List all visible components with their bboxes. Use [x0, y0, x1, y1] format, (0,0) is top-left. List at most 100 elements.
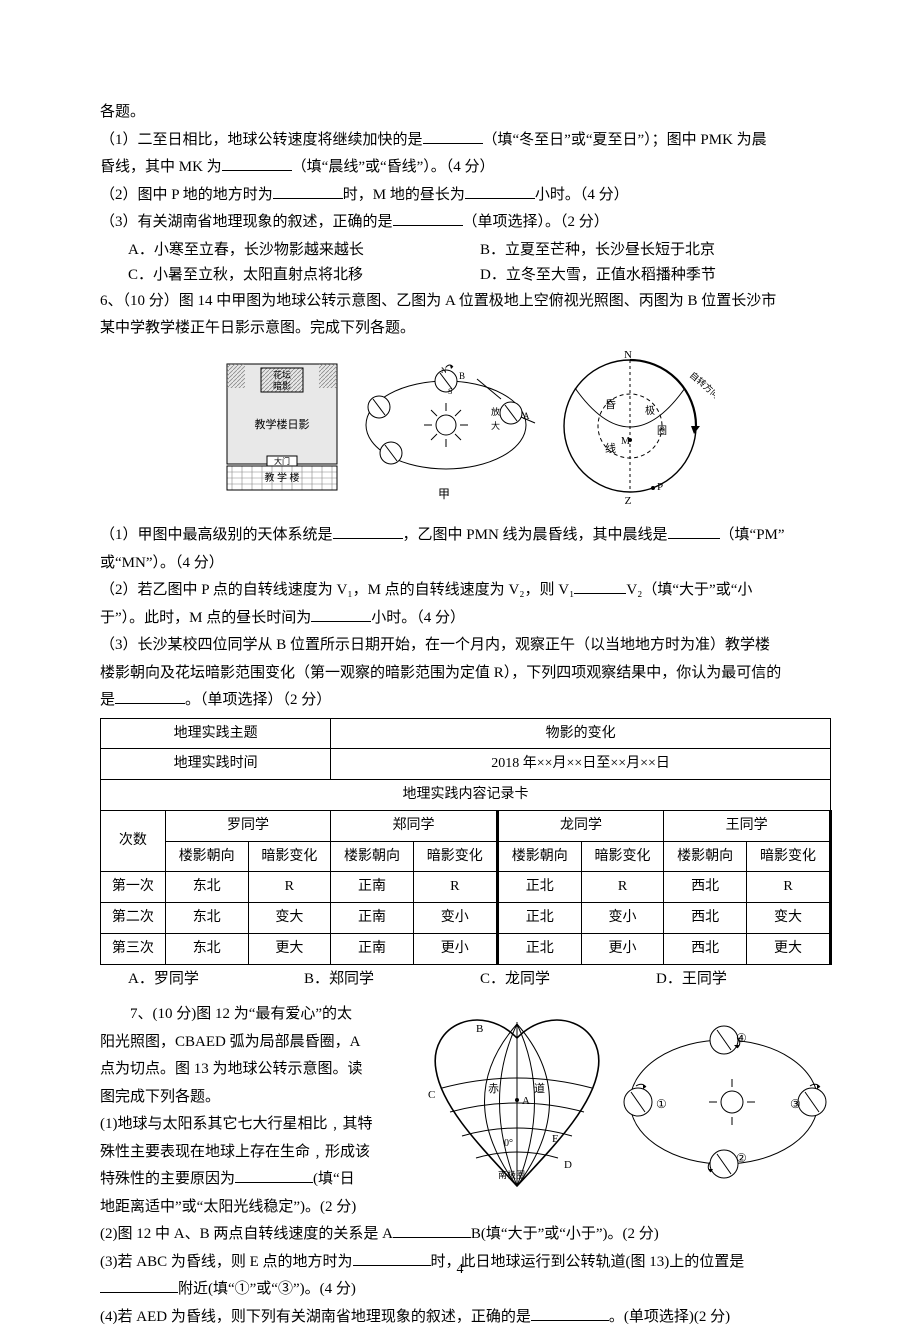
q6-p1a: （1）甲图中最高级别的天体系统是 — [100, 527, 333, 543]
q6-p1-line2: 或“MN”）。（4 分） — [100, 551, 832, 577]
cell: 西北 — [664, 934, 747, 965]
q5-p2: （2）图中 P 地的地方时为时，M 地的昼长为小时。（4 分） — [100, 183, 832, 209]
q6-p1c: （填“PM” — [720, 527, 785, 543]
blank[interactable] — [393, 1223, 471, 1238]
q7-l3: 点为切点。图 13 为地球公转示意图。读 — [100, 1057, 400, 1083]
q6-ansA[interactable]: A．罗同学 — [128, 967, 304, 993]
cell: R — [248, 872, 331, 903]
q5-p1-line1: （1）二至日相比，地球公转速度将继续加快的是 （填“冬至日”或“夏至日”）；图中 … — [100, 128, 832, 154]
q7-figure: B C A E D 0° 赤道 南极圈 — [412, 1002, 832, 1212]
cell: 东北 — [165, 872, 248, 903]
q6-fig-right: N 昏 线 极 圈 M P Z 自转方向 — [545, 348, 715, 518]
q5-p3a: （3）有关湖南省地理现象的叙述，正确的是 — [100, 214, 393, 230]
svg-text:教学楼日影: 教学楼日影 — [255, 417, 310, 431]
cell: R — [413, 872, 497, 903]
blank[interactable] — [423, 129, 483, 144]
sub-h: 暗影变化 — [248, 841, 331, 872]
svg-text:圈: 圈 — [657, 425, 667, 437]
th-time-val: 2018 年××月××日至××月××日 — [331, 749, 831, 780]
q6-table: 地理实践主题 物影的变化 地理实践时间 2018 年××月××日至××月××日 … — [100, 718, 832, 965]
q5-p3: （3）有关湖南省地理现象的叙述，正确的是 （单项选择）。（2 分） — [100, 210, 832, 236]
svg-text:C: C — [428, 1089, 435, 1101]
th-time-label: 地理实践时间 — [101, 749, 331, 780]
blank[interactable] — [273, 184, 343, 199]
cell: 西北 — [664, 903, 747, 934]
q5-p1a: （1）二至日相比，地球公转速度将继续加快的是 — [100, 132, 423, 148]
svg-text:E: E — [552, 1133, 559, 1145]
blank[interactable] — [668, 524, 720, 539]
q6-fig-mid: BA NS 放大 甲 — [351, 353, 541, 513]
blank[interactable] — [115, 689, 185, 704]
q5-optB[interactable]: B．立夏至芒种，长沙昼长短于北京 — [480, 238, 832, 264]
q5-opts-row2: C．小暑至立秋，太阳直射点将北移 D．立冬至大雪，正值水稻播种季节 — [100, 263, 832, 289]
q5-p3b: （单项选择）。（2 分） — [463, 214, 609, 230]
cell: 变大 — [746, 903, 830, 934]
svg-text:甲: 甲 — [438, 487, 450, 501]
blank[interactable] — [222, 156, 292, 171]
q6-p2a: （2）若乙图中 P 点的自转线速度为 V₁，M 点的自转线速度为 V₂，则 V₁ — [100, 582, 574, 598]
svg-text:B: B — [459, 371, 465, 381]
svg-text:自转方向: 自转方向 — [687, 369, 714, 401]
q7-p2: (2)图 12 中 A、B 两点自转线速度的关系是 AB(填“大于”或“小于”)… — [100, 1222, 832, 1248]
cell: 正北 — [497, 934, 581, 965]
q7-p3c: 附近(填“①”或“③”)。(4 分) — [178, 1281, 356, 1297]
blank[interactable] — [235, 1168, 313, 1183]
q5-p1c: 昏线，其中 MK 为 — [100, 159, 222, 175]
q6-p3a: （3）长沙某校四位同学从 B 位置所示日期开始，在一个月内，观察正午（以当地地方… — [100, 633, 832, 659]
q5-opts-row1: A．小寒至立春，长沙物影越来越长 B．立夏至芒种，长沙昼长短于北京 — [100, 238, 832, 264]
blank[interactable] — [393, 211, 463, 226]
sub-h: 楼影朝向 — [165, 841, 248, 872]
q5-optA[interactable]: A．小寒至立春，长沙物影越来越长 — [128, 238, 480, 264]
blank[interactable] — [333, 524, 403, 539]
q6-stem1: 6、（10 分）图 14 中甲图为地球公转示意图、乙图为 A 位置极地上空俯视光… — [100, 289, 832, 315]
q5-optC[interactable]: C．小暑至立秋，太阳直射点将北移 — [128, 263, 480, 289]
th-content: 地理实践内容记录卡 — [101, 780, 831, 811]
th-s3: 王同学 — [664, 810, 831, 841]
q6-p2c: 于”）。此时，M 点的昼长时间为 — [100, 610, 311, 626]
svg-text:P: P — [657, 481, 663, 493]
th-s0: 罗同学 — [165, 810, 330, 841]
q7-l5: (1)地球与太阳系其它七大行星相比﹐其特 — [100, 1112, 400, 1138]
table-row: 第三次 东北更大 正南更小 正北更小 西北更大 — [101, 934, 831, 965]
q7-p4a: (4)若 AED 为昏线，则下列有关湖南省地理现象的叙述，正确的是 — [100, 1309, 531, 1325]
svg-text:放: 放 — [491, 406, 500, 417]
q6-p2-line1: （2）若乙图中 P 点的自转线速度为 V₁，M 点的自转线速度为 V₂，则 V₁… — [100, 578, 832, 604]
q6-p2b: V₂（填“大于”或“小 — [626, 582, 752, 598]
cell: 东北 — [165, 903, 248, 934]
q7-l7a: 特殊性的主要原因为 — [100, 1171, 235, 1187]
q7-p4b: 。(单项选择)(2 分) — [609, 1309, 730, 1325]
q6-ansB[interactable]: B．郑同学 — [304, 967, 480, 993]
q6-figures: 花坛 暗影 教学楼日影 大门 教 学 楼 BA NS 放大 甲 — [100, 348, 832, 518]
cell: R — [746, 872, 830, 903]
q5-optD[interactable]: D．立冬至大雪，正值水稻播种季节 — [480, 263, 832, 289]
q5-p2c: 小时。（4 分） — [535, 187, 629, 203]
table-row: 第二次 东北变大 正南变小 正北变小 西北变大 — [101, 903, 831, 934]
cell: 更大 — [746, 934, 830, 965]
cell: R — [581, 872, 664, 903]
cell: 更小 — [413, 934, 497, 965]
svg-text:极: 极 — [645, 404, 655, 417]
svg-text:昏: 昏 — [605, 398, 616, 411]
svg-text:0°: 0° — [504, 1138, 513, 1149]
svg-text:B: B — [476, 1023, 483, 1035]
q5-p1b: （填“冬至日”或“夏至日”）；图中 PMK 为晨 — [483, 132, 767, 148]
q6-stem2: 某中学教学楼正午日影示意图。完成下列各题。 — [100, 316, 832, 342]
q6-p3d: 。（单项选择）（2 分） — [185, 692, 331, 708]
table-row: 第一次 东北R 正南R 正北R 西北R — [101, 872, 831, 903]
blank[interactable] — [574, 579, 626, 594]
cell: 第一次 — [101, 872, 166, 903]
blank[interactable] — [531, 1306, 609, 1321]
cell: 正南 — [331, 903, 414, 934]
cell: 更小 — [581, 934, 664, 965]
cell: 更大 — [248, 934, 331, 965]
q6-ansC[interactable]: C．龙同学 — [480, 967, 656, 993]
cell: 西北 — [664, 872, 747, 903]
th-theme-val: 物影的变化 — [331, 718, 831, 749]
q5-p1-line2: 昏线，其中 MK 为（填“晨线”或“昏线”）。（4 分） — [100, 155, 832, 181]
q6-ansD[interactable]: D．王同学 — [656, 967, 832, 993]
blank[interactable] — [311, 607, 371, 622]
cell: 第二次 — [101, 903, 166, 934]
q7-l2: 阳光照图，CBAED 弧为局部晨昏圈，A — [100, 1030, 400, 1056]
sub-h: 暗影变化 — [581, 841, 664, 872]
blank[interactable] — [465, 184, 535, 199]
